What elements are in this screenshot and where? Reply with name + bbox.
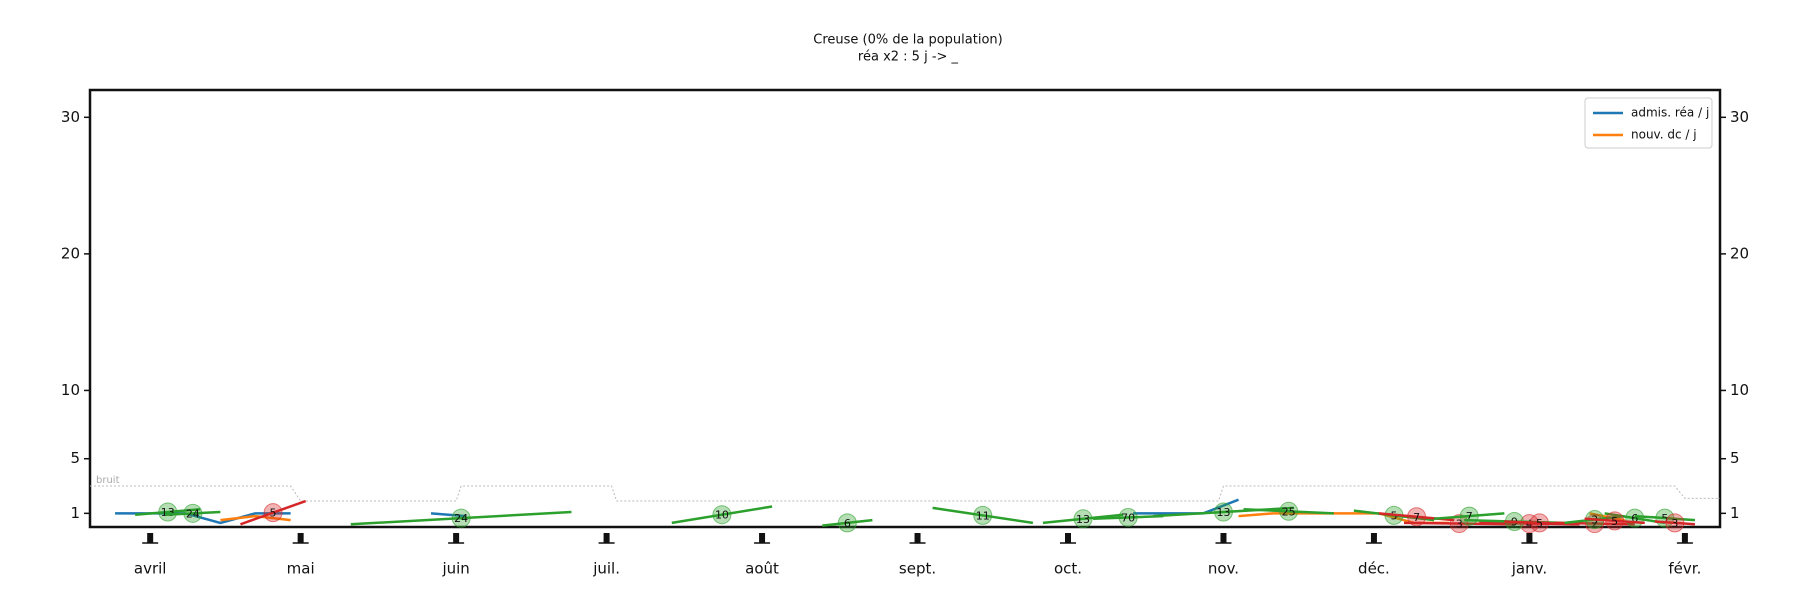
trend-label: 70 [1121, 511, 1135, 524]
trend-label: 25 [1282, 505, 1296, 518]
x-tick [453, 533, 460, 543]
x-tick [1681, 533, 1688, 543]
chart-subtitle: réa x2 : 5 j -> _ [858, 50, 959, 65]
trend-line [1093, 514, 1164, 521]
trend-badge [1449, 514, 1469, 534]
series-line [430, 512, 467, 518]
y2-tick-label: 5 [1730, 449, 1740, 467]
x-tick [1370, 533, 1377, 543]
trend-badge [1529, 513, 1549, 533]
series-line [220, 514, 291, 522]
trend-line [1604, 512, 1666, 525]
trend-badge [712, 505, 732, 525]
y-tick-label: 20 [61, 244, 80, 262]
trend-label: 6 [1631, 512, 1638, 525]
x-tick [759, 533, 766, 543]
trend-label: 11 [976, 509, 990, 522]
x-tick [914, 533, 921, 543]
trend-label: 13 [161, 506, 175, 519]
y-tick-label: 10 [61, 381, 80, 399]
x-tick [1526, 533, 1533, 543]
trend-badge [837, 513, 857, 533]
trend-label: 3 [1671, 517, 1678, 530]
trend-badge [1213, 502, 1233, 522]
trend-badge [1279, 501, 1299, 521]
y-tick-label: 30 [61, 108, 80, 126]
noise-line [90, 485, 1720, 502]
trend-line [240, 499, 307, 526]
trend-label: 5 [1661, 512, 1668, 525]
x-tick-label: déc. [1358, 560, 1390, 578]
x-tick [1220, 533, 1227, 543]
y-tick-label: 1 [70, 504, 80, 522]
trend-line [1434, 512, 1505, 521]
trend-line [1243, 507, 1334, 515]
trend-label: 13 [1076, 513, 1090, 526]
trend-badge [1665, 513, 1685, 533]
noise-label: bruit [96, 475, 120, 486]
chart-title: Creuse (0% de la population) [813, 33, 1002, 48]
trend-line [135, 508, 201, 516]
x-tick [147, 533, 154, 543]
trend-line [350, 510, 572, 526]
trend-line [1654, 520, 1696, 526]
x-tick-label: nov. [1208, 560, 1239, 578]
trend-label: 6 [844, 517, 851, 530]
x-tick [603, 533, 610, 543]
x-tick-label: juil. [592, 560, 620, 578]
trend-label: 13 [1216, 506, 1230, 519]
trend-badge [1073, 509, 1093, 529]
trend-line [1584, 517, 1645, 525]
trend-label: 24 [186, 507, 200, 520]
trend-line [1634, 514, 1696, 522]
y2-tick-label: 20 [1730, 244, 1749, 262]
trend-label: 10 [715, 509, 729, 522]
x-tick [297, 533, 304, 543]
y2-tick-label: 30 [1730, 108, 1749, 126]
trend-badge [158, 502, 178, 522]
trend-label: 5 [270, 507, 277, 520]
x-tick-label: févr. [1668, 560, 1701, 578]
trend-badge [1118, 507, 1138, 527]
x-tick-label: mai [287, 560, 315, 578]
legend-label: admis. réa / j [1631, 106, 1709, 120]
trend-label: 7 [1466, 510, 1473, 523]
y2-tick-label: 10 [1730, 381, 1749, 399]
trend-label: 7 [1413, 511, 1420, 524]
legend-label: nouv. dc / j [1631, 128, 1697, 142]
x-tick-label: août [745, 560, 779, 578]
trend-label: 5 [1611, 515, 1618, 528]
trend-line [932, 506, 1034, 525]
trend-badge [1407, 507, 1427, 527]
trend-label: 4 [1526, 518, 1533, 531]
trend-line [822, 518, 873, 527]
trend-badge [973, 505, 993, 525]
trend-line [671, 505, 773, 525]
trend-badge [263, 503, 283, 523]
trend-label: 2 [1591, 518, 1598, 531]
trend-label: 3 [1456, 518, 1463, 531]
trend-label: 24 [454, 512, 468, 525]
trend-badge [1605, 511, 1625, 531]
trend-label: 5 [1536, 517, 1543, 530]
x-tick-label: janv. [1511, 560, 1547, 578]
plot-frame [88, 88, 1722, 529]
y-tick-label: 5 [70, 449, 80, 467]
x-tick-label: avril [134, 560, 167, 578]
x-tick-label: oct. [1054, 560, 1082, 578]
trend-badge [451, 508, 471, 528]
x-tick-label: sept. [899, 560, 936, 578]
y2-tick-label: 1 [1730, 504, 1740, 522]
trend-line [165, 510, 221, 516]
x-tick [1065, 533, 1071, 543]
trend-line [1042, 513, 1124, 525]
x-tick-label: juin [441, 560, 469, 578]
trend-badge [183, 503, 203, 523]
